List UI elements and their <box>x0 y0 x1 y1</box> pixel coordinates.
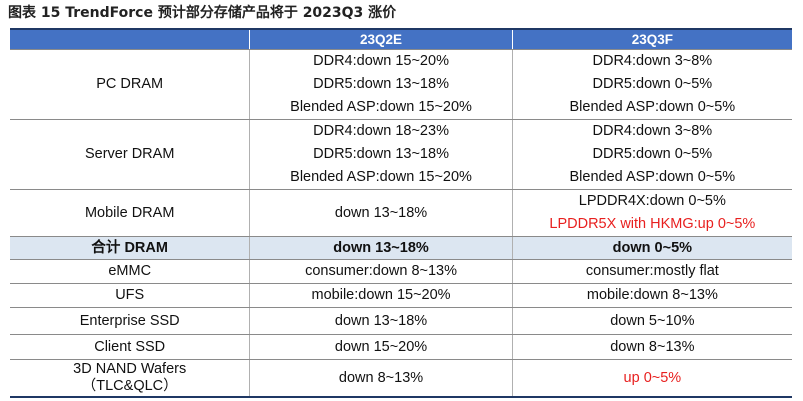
header-23q2e: 23Q2E <box>249 30 511 49</box>
row-label: UFS <box>115 287 145 303</box>
table-header: 23Q2E 23Q3F <box>10 30 792 49</box>
cell-q2-line: down 13~18% <box>333 239 429 256</box>
table-row-server-dram: Server DRAM DDR4:down 18~23% DDR5:down 1… <box>10 119 792 189</box>
cell-q2-line: down 13~18% <box>334 312 428 329</box>
cell-q3-line: DDR5:down 0~5% <box>592 146 713 162</box>
cell-q2-line: DDR5:down 13~18% <box>313 146 449 162</box>
row-label: Enterprise SSD <box>79 312 180 329</box>
cell-q3-line: DDR4:down 3~8% <box>592 123 713 139</box>
table-caption: 图表 15 TrendForce 预计部分存储产品将于 2023Q3 涨价 <box>8 5 397 21</box>
cell-q3-line: Blended ASP:down 0~5% <box>569 99 736 115</box>
table-row-total-dram: 合计 DRAM down 13~18% down 0~5% <box>10 236 792 259</box>
cell-q3-line: mobile:down 8~13% <box>586 287 718 303</box>
cell-q3-line: down 0~5% <box>612 239 693 256</box>
cell-q2-line: down 8~13% <box>338 369 424 386</box>
cell-q3-line: down 5~10% <box>610 312 695 329</box>
price-forecast-table: 23Q2E 23Q3F PC DRAM DDR4:down 15~20% DDR… <box>10 28 792 398</box>
row-label: Mobile DRAM <box>84 204 175 221</box>
row-label-sub: （TLC&QLC） <box>81 378 178 394</box>
cell-q2-line: Blended ASP:down 15~20% <box>290 169 472 185</box>
row-label: 3D NAND Wafers <box>73 361 187 377</box>
table-row-mobile-dram: Mobile DRAM down 13~18% LPDDR4X:down 0~5… <box>10 189 792 236</box>
row-label: 合计 DRAM <box>91 239 168 256</box>
cell-q2-line: DDR5:down 13~18% <box>313 76 449 92</box>
cell-q3-line: LPDDR4X:down 0~5% <box>578 193 726 209</box>
table-row-enterprise-ssd: Enterprise SSD down 13~18% down 5~10% <box>10 307 792 334</box>
cell-q3-line-highlight: LPDDR5X with HKMG:up 0~5% <box>549 216 756 232</box>
cell-q3-line-highlight: up 0~5% <box>623 369 682 386</box>
cell-q2-line: DDR4:down 18~23% <box>313 123 449 139</box>
row-label: Client SSD <box>94 338 166 355</box>
table-row-pc-dram: PC DRAM DDR4:down 15~20% DDR5:down 13~18… <box>10 49 792 119</box>
cell-q3-line: DDR4:down 3~8% <box>592 53 713 69</box>
cell-q2-line: down 13~18% <box>334 204 428 221</box>
row-label: PC DRAM <box>96 76 164 92</box>
table-row-3d-nand-wafers: 3D NAND Wafers （TLC&QLC） down 8~13% up 0… <box>10 359 792 398</box>
row-label: Server DRAM <box>84 146 175 162</box>
cell-q2-line: down 15~20% <box>334 338 428 355</box>
cell-q2-line: Blended ASP:down 15~20% <box>290 99 472 115</box>
cell-q3-line: down 8~13% <box>610 338 695 355</box>
cell-q3-line: consumer:mostly flat <box>585 263 719 279</box>
cell-q3-line: DDR5:down 0~5% <box>592 76 713 92</box>
cell-q2-line: mobile:down 15~20% <box>311 287 451 303</box>
cell-q2-line: DDR4:down 15~20% <box>313 53 449 69</box>
table-row-ufs: UFS mobile:down 15~20% mobile:down 8~13% <box>10 283 792 307</box>
cell-q3-line: Blended ASP:down 0~5% <box>569 169 736 185</box>
header-category <box>10 30 249 49</box>
table-row-emmc: eMMC consumer:down 8~13% consumer:mostly… <box>10 259 792 283</box>
cell-q2-line: consumer:down 8~13% <box>305 263 458 279</box>
table-row-client-ssd: Client SSD down 15~20% down 8~13% <box>10 334 792 359</box>
row-label: eMMC <box>108 263 152 279</box>
header-23q3f: 23Q3F <box>511 30 792 49</box>
